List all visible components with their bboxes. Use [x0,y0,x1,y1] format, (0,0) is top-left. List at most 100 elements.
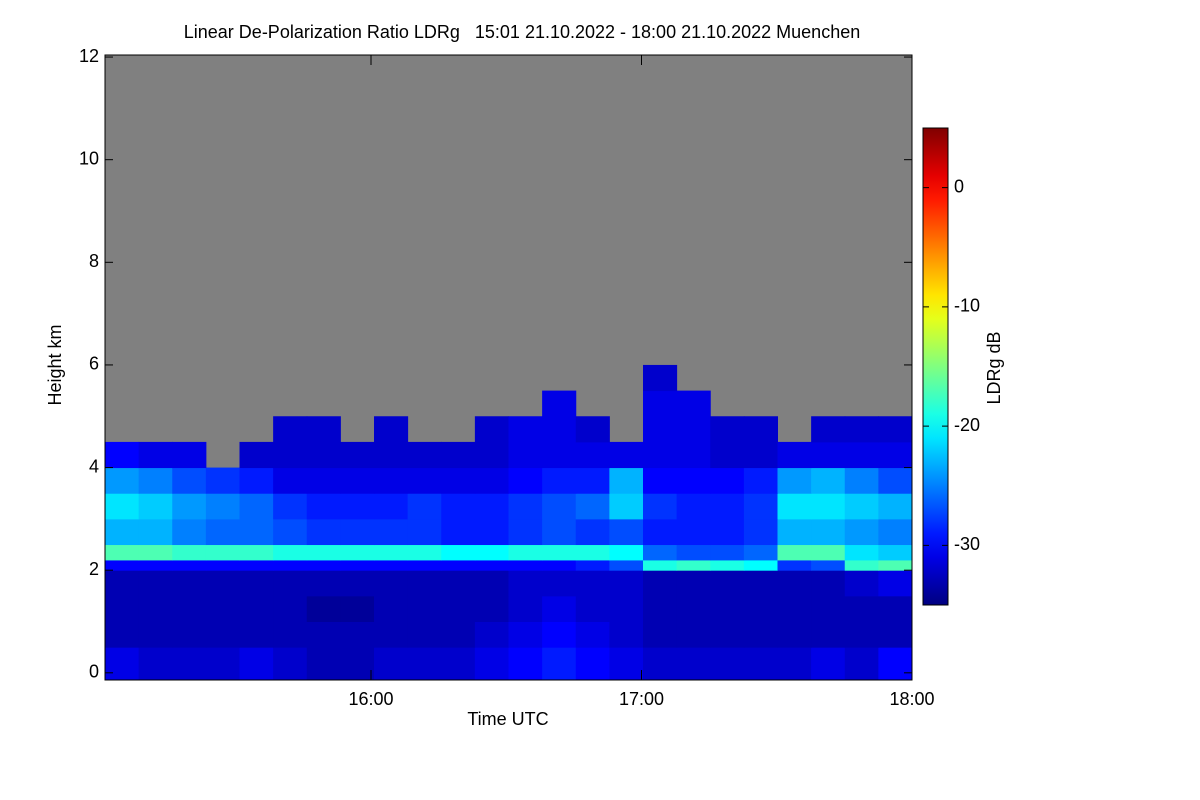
heatmap-cell [105,493,140,520]
heatmap-cell [172,595,207,623]
heatmap-cell [441,559,476,571]
heatmap-cell [844,559,879,571]
heatmap-cell [172,518,207,546]
heatmap-cell [340,493,375,520]
heatmap-cell [777,467,812,494]
heatmap-cell [105,621,140,648]
heatmap-cell [273,621,308,648]
y-tick-label: 12 [79,46,99,66]
heatmap-cell [138,467,173,494]
heatmap-cell [777,595,812,623]
heatmap-cell [844,518,879,546]
heatmap-cell [508,441,543,469]
heatmap-cell [508,493,543,520]
heatmap-cell [676,570,711,597]
heatmap-cell [743,467,778,494]
heatmap-cell [306,518,341,546]
heatmap-cell [777,647,812,681]
heatmap-cell [407,595,442,623]
heatmap-cell [743,595,778,623]
heatmap-cell [542,467,577,494]
heatmap-cell [676,416,711,443]
heatmap-cell [508,416,543,443]
heatmap-cell [643,518,678,546]
heatmap-cell [138,518,173,546]
heatmap-cell [710,570,745,597]
heatmap-cell [710,559,745,571]
heatmap-cell [676,559,711,571]
heatmap-cell [172,493,207,520]
heatmap-cell [239,621,274,648]
heatmap-cell [844,647,879,681]
heatmap-cell [340,544,375,561]
heatmap-cell [306,647,341,681]
heatmap-cell [306,544,341,561]
heatmap-cell [374,621,409,648]
heatmap-cell [609,595,644,623]
heatmap-cell [609,441,644,469]
heatmap-cell [441,467,476,494]
y-tick-label: 8 [89,251,99,271]
heatmap-cell [105,441,140,469]
heatmap-cell [508,467,543,494]
heatmap-cell [811,647,846,681]
heatmap-cell [508,621,543,648]
heatmap-cell [508,595,543,623]
heatmap-cell [878,416,913,443]
heatmap-cell [811,493,846,520]
heatmap-cell [138,621,173,648]
heatmap-cell [273,441,308,469]
heatmap-cell [205,595,240,623]
heatmap-cell [306,621,341,648]
heatmap-cell [407,544,442,561]
heatmap-cell [811,570,846,597]
heatmap-cell [374,493,409,520]
heatmap-cell [878,518,913,546]
heatmap-cell [777,559,812,571]
heatmap-cell [138,441,173,469]
heatmap-cell [205,570,240,597]
heatmap-cell [609,647,644,681]
heatmap-cell [474,493,509,520]
heatmap-cell [777,441,812,469]
heatmap-cell [474,441,509,469]
heatmap-cell [508,559,543,571]
heatmap-cell [575,544,610,561]
heatmap-cell [306,441,341,469]
heatmap-cell [811,441,846,469]
heatmap-cell [878,441,913,469]
heatmap-cell [172,441,207,469]
colorbar-tick-label: -10 [954,296,980,316]
heatmap-cell [878,570,913,597]
heatmap-cell [844,416,879,443]
heatmap-cell [811,559,846,571]
heatmap-cell [138,570,173,597]
heatmap-cell [441,621,476,648]
heatmap-cell [407,518,442,546]
heatmap-cell [508,544,543,561]
heatmap-cell [340,467,375,494]
heatmap-cell [205,544,240,561]
y-tick-label: 0 [89,662,99,682]
heatmap-cell [205,493,240,520]
colorbar-label: LDRg dB [984,331,1004,404]
heatmap-cell [273,493,308,520]
heatmap-cell [407,559,442,571]
heatmap-cell [542,390,577,417]
heatmap-cell [643,364,678,392]
heatmap-cell [340,441,375,469]
y-tick-label: 2 [89,559,99,579]
heatmap-cell [172,544,207,561]
heatmap-cell [710,518,745,546]
heatmap-cell [710,621,745,648]
heatmap-cell [777,544,812,561]
heatmap-cell [609,467,644,494]
heatmap-cell [273,559,308,571]
heatmap-cell [743,441,778,469]
heatmap-cell [811,544,846,561]
heatmap-cell [575,467,610,494]
heatmap-cell [844,493,879,520]
heatmap-cell [306,416,341,443]
heatmap-cell [542,570,577,597]
heatmap-cell [306,595,341,623]
